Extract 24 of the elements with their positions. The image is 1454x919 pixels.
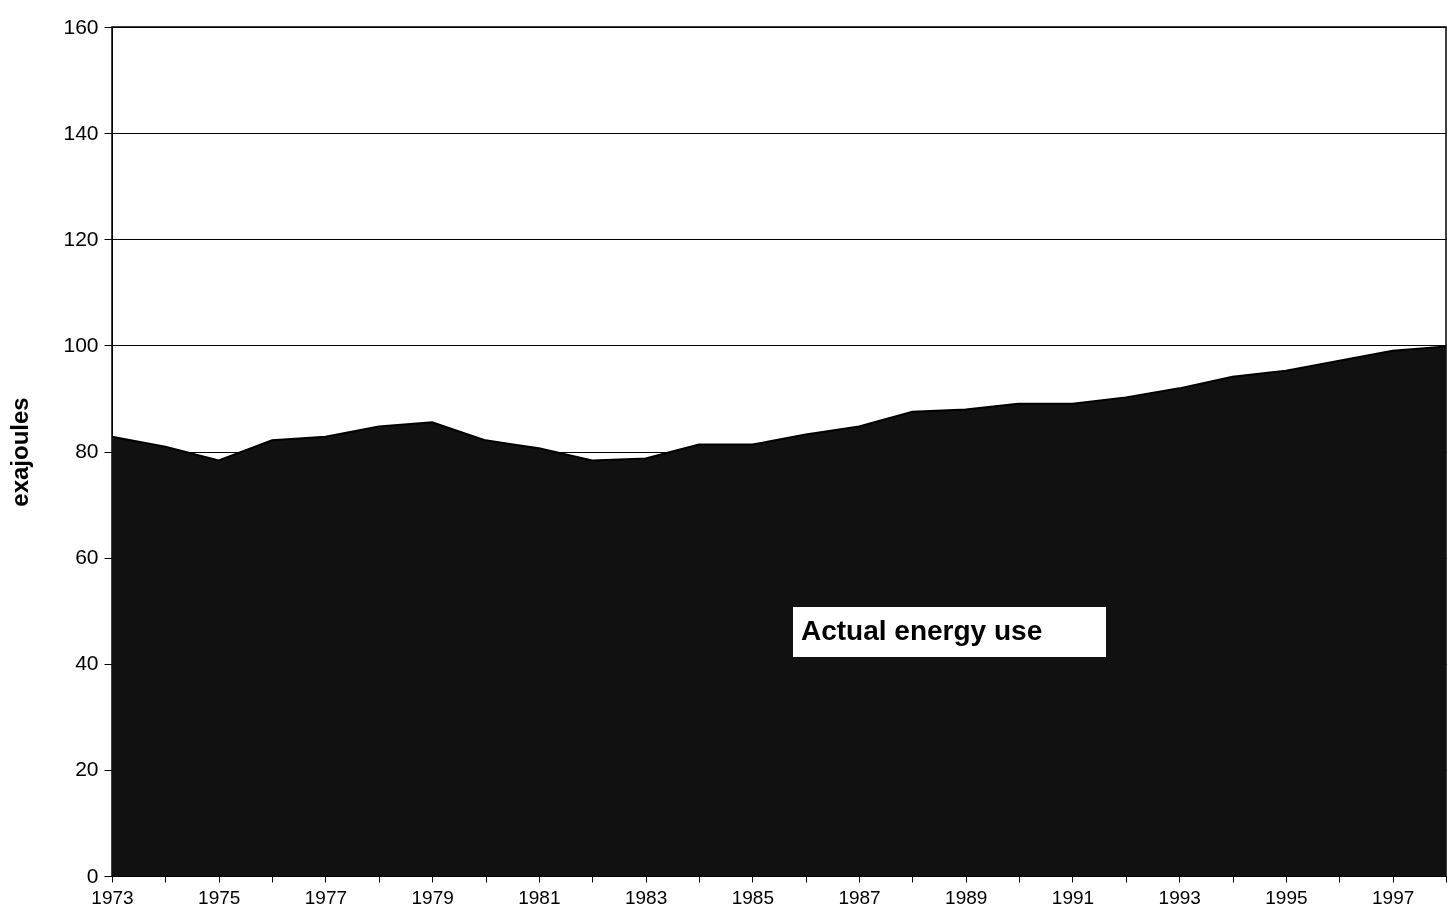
x-tick-label: 1995 bbox=[1265, 886, 1308, 908]
x-tick-label: 1991 bbox=[1051, 886, 1095, 908]
x-tick-label: 1979 bbox=[411, 886, 454, 908]
series-label: Actual energy use bbox=[801, 615, 1043, 646]
y-tick-label: 60 bbox=[75, 545, 99, 569]
x-tick-label: 1997 bbox=[1372, 886, 1415, 908]
x-tick-label: 1993 bbox=[1158, 886, 1201, 908]
x-tick-label: 1981 bbox=[518, 886, 561, 908]
y-tick-label: 140 bbox=[63, 120, 99, 144]
y-tick-label: 80 bbox=[75, 439, 99, 462]
x-tick-label: 1977 bbox=[304, 886, 348, 908]
y-axis-title: exajoules bbox=[6, 397, 34, 507]
x-tick-label: 1973 bbox=[91, 886, 134, 908]
x-tick-label: 1989 bbox=[945, 886, 988, 908]
y-tick-label: 100 bbox=[63, 332, 99, 356]
x-tick-label: 1987 bbox=[838, 886, 881, 908]
y-tick-label: 40 bbox=[75, 651, 99, 675]
x-tick-label: 1975 bbox=[198, 886, 241, 908]
y-tick-label: 20 bbox=[75, 757, 99, 781]
y-tick-label: 120 bbox=[63, 226, 99, 250]
x-tick-label: 1983 bbox=[624, 886, 668, 908]
x-tick-label: 1985 bbox=[731, 886, 774, 908]
y-tick-label: 160 bbox=[63, 14, 99, 38]
y-tick-label: 0 bbox=[86, 863, 99, 887]
